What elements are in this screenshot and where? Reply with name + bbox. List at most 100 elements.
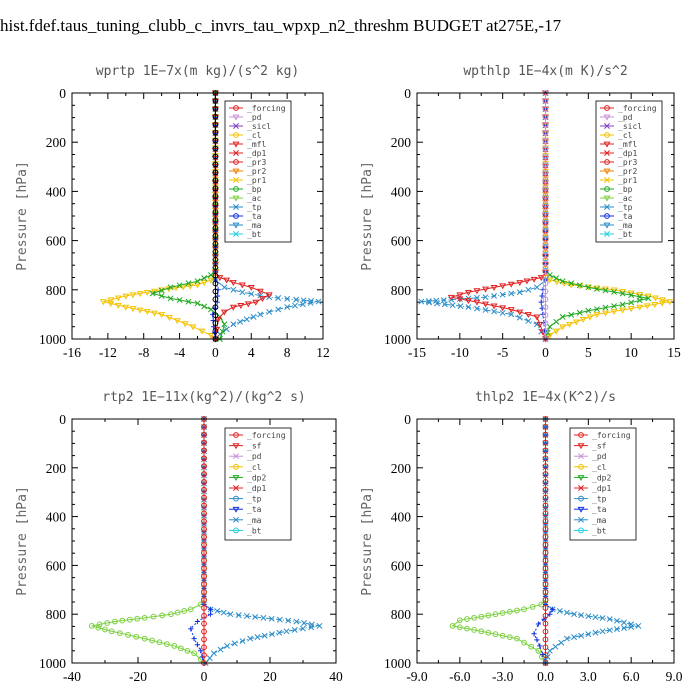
- data-point: [284, 295, 291, 302]
- data-point: [198, 328, 206, 335]
- data-point: [201, 612, 207, 619]
- data-point: [425, 298, 432, 305]
- data-point: [593, 285, 600, 292]
- data-point: [247, 285, 255, 291]
- x-tick-label: 15: [667, 345, 681, 360]
- data-point: [447, 294, 455, 301]
- data-point: [283, 628, 290, 635]
- legend-marker: [604, 150, 610, 156]
- data-point: [104, 620, 111, 626]
- data-point: [136, 307, 144, 314]
- data-point: [542, 185, 549, 192]
- y-tick-label: 200: [391, 135, 412, 150]
- legend-entry: _bt: [247, 526, 262, 535]
- data-point: [542, 652, 549, 659]
- data-point: [158, 312, 166, 318]
- data-point: [490, 285, 498, 291]
- legend-marker: [233, 132, 239, 138]
- data-point: [212, 209, 219, 215]
- data-point: [542, 463, 549, 470]
- data-point: [158, 287, 165, 294]
- data-point: [149, 290, 156, 297]
- data-point: [474, 294, 480, 301]
- data-point: [237, 303, 245, 309]
- data-point: [506, 634, 513, 641]
- data-point: [492, 631, 499, 638]
- data-point: [194, 618, 200, 625]
- data-point: [542, 494, 549, 501]
- y-tick-label: 0: [404, 412, 411, 427]
- legend-entry: _pr2: [247, 167, 266, 176]
- legend-marker: [232, 141, 240, 148]
- legend-entry: _ta: [247, 505, 262, 514]
- data-point: [491, 292, 498, 299]
- data-point: [643, 303, 651, 310]
- legend-marker: [604, 105, 610, 111]
- data-point: [221, 284, 228, 291]
- data-point: [418, 298, 425, 305]
- data-point: [247, 635, 254, 642]
- data-point: [201, 431, 207, 438]
- data-point: [200, 280, 208, 287]
- data-point: [156, 639, 163, 646]
- data-point: [201, 605, 207, 611]
- data-point: [181, 321, 189, 328]
- data-point: [521, 606, 527, 613]
- data-point: [531, 631, 537, 637]
- legend-marker: [603, 195, 611, 202]
- data-point: [542, 573, 549, 580]
- data-point: [471, 614, 478, 621]
- data-point: [224, 642, 231, 649]
- data-point: [482, 301, 490, 308]
- data-point: [293, 618, 300, 625]
- data-point: [568, 311, 575, 318]
- x-tick-label: -9.0: [406, 669, 428, 684]
- legend-entry: _forcing: [247, 104, 286, 113]
- legend-entry: _tp: [618, 203, 633, 212]
- data-point: [538, 299, 544, 305]
- legend-entry: _dp1: [247, 149, 266, 158]
- series-line: [91, 419, 205, 664]
- data-point: [507, 307, 515, 314]
- data-point: [201, 526, 207, 533]
- data-point: [307, 300, 314, 306]
- data-point: [542, 177, 549, 184]
- data-point: [542, 240, 549, 247]
- data-point: [230, 321, 237, 328]
- data-point: [542, 304, 549, 311]
- data-point: [315, 298, 322, 305]
- data-point: [212, 129, 219, 136]
- data-point: [542, 431, 549, 438]
- data-point: [464, 289, 472, 296]
- data-point: [248, 290, 255, 297]
- data-point: [184, 647, 191, 654]
- legend-entry: _bt: [618, 230, 633, 239]
- data-point: [542, 636, 549, 643]
- legend-entry: _dp2: [592, 473, 611, 482]
- data-point: [523, 278, 531, 285]
- data-point: [606, 627, 613, 634]
- data-point: [141, 614, 148, 621]
- data-point: [212, 161, 219, 168]
- legend-marker: [233, 150, 239, 156]
- x-tick-label: 0: [212, 345, 219, 360]
- data-point: [542, 589, 549, 596]
- data-point: [201, 455, 207, 462]
- legend-entry: _sicl: [618, 122, 642, 131]
- plot-frame: [71, 418, 337, 664]
- legend-entry: _tp: [247, 495, 262, 504]
- data-point: [212, 185, 219, 192]
- data-point: [542, 557, 549, 564]
- data-point: [266, 308, 273, 315]
- y-tick-label: 400: [46, 510, 67, 525]
- data-point: [201, 581, 207, 588]
- panel-title: rtp2 1E−11x(kg^2)/(kg^2 s): [102, 390, 306, 405]
- legend-entry: _bp: [618, 185, 633, 194]
- panel-rtp2: rtp2 1E−11x(kg^2)/(kg^2 s) Pressure [hPa]…: [15, 390, 343, 684]
- data-point: [507, 281, 515, 288]
- data-point: [201, 636, 207, 643]
- data-point: [99, 299, 107, 306]
- data-point: [276, 629, 283, 636]
- data-point: [610, 309, 618, 316]
- data-point: [613, 626, 620, 633]
